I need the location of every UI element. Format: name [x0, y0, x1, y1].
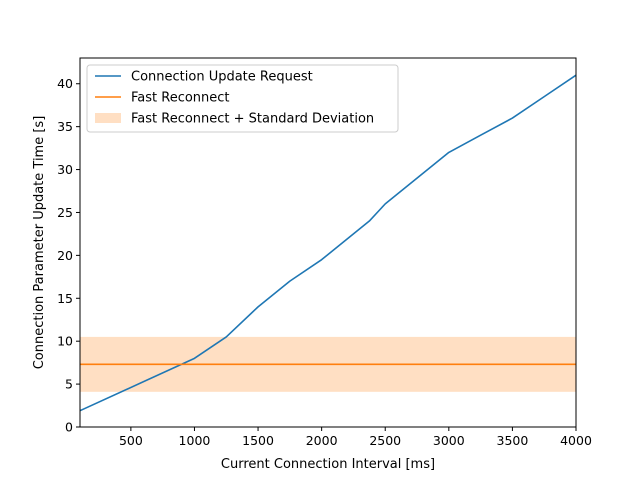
- legend-label: Fast Reconnect: [131, 91, 230, 106]
- y-tick-label: 5: [65, 377, 73, 392]
- x-axis-label: Current Connection Interval [ms]: [221, 457, 435, 472]
- x-tick-label: 3000: [433, 433, 465, 448]
- y-tick-label: 15: [57, 291, 73, 306]
- y-axis: 0 5 10 15 20 25 30 35 40: [57, 76, 80, 435]
- x-tick-label: 3500: [497, 433, 529, 448]
- legend: Connection Update Request Fast Reconnect F…: [86, 64, 399, 133]
- legend-label: Fast Reconnect + Standard Deviation: [131, 112, 374, 127]
- x-tick-label: 4000: [560, 433, 592, 448]
- connection-update-request-line: [79, 74, 577, 412]
- x-tick-label: 2000: [306, 433, 338, 448]
- legend-items: Connection Update Request Fast Reconnect F…: [95, 70, 374, 127]
- y-tick-label: 30: [57, 162, 73, 177]
- legend-label: Connection Update Request: [131, 70, 313, 85]
- x-tick-label: 1000: [179, 433, 211, 448]
- x-axis: 500 1000 1500 2000 2500 3000 3500 4000: [119, 427, 592, 448]
- y-tick-label: 25: [57, 205, 73, 220]
- legend-swatch-band: [95, 113, 121, 123]
- y-tick-label: 20: [57, 248, 73, 263]
- legend-frame: [86, 64, 399, 133]
- y-tick-label: 0: [65, 420, 73, 435]
- x-tick-label: 2500: [369, 433, 401, 448]
- x-tick-label: 500: [119, 433, 143, 448]
- y-axis-label: Connection Parameter Update Time [s]: [32, 116, 47, 370]
- y-tick-label: 10: [57, 334, 73, 349]
- y-tick-label: 40: [57, 76, 73, 91]
- series-layer: [79, 74, 577, 412]
- y-tick-label: 35: [57, 119, 73, 134]
- x-tick-label: 1500: [242, 433, 274, 448]
- plot-frame: [79, 57, 577, 428]
